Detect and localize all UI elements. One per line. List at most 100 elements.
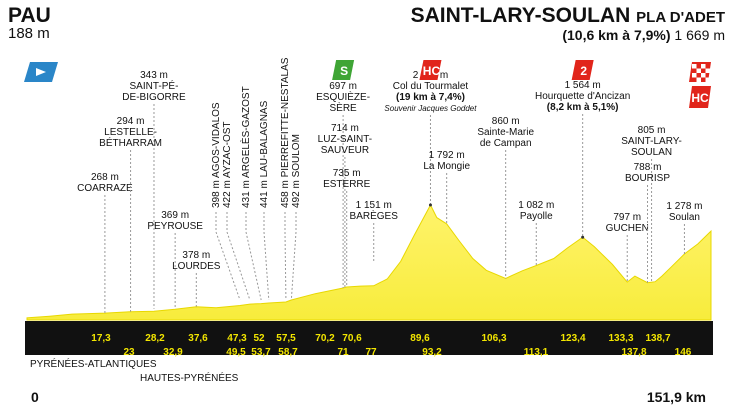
km-top-7: 70,6 xyxy=(342,333,362,344)
waypoint-name-sainte-marie-de-campan: Sainte-Marie xyxy=(477,127,534,138)
finish-detail: (10,6 km à 7,9%) 1 669 m xyxy=(562,27,725,43)
finish-flag-check-0-2 xyxy=(701,64,706,69)
waypoint-leader2-pierrefitte-nestalas xyxy=(284,231,287,301)
waypoint-name-saint-p-de-bigorre-1: DE-BIGORRE xyxy=(122,92,186,103)
km-bottom-8: 113,1 xyxy=(524,347,549,358)
waypoint-name-esterre: ESTERRE xyxy=(323,179,371,190)
waypoint-name-esqui-ze-s-re-1: SÈRE xyxy=(329,101,357,114)
waypoint-elev-sainte-marie-de-campan: 860 m xyxy=(492,116,520,127)
km-top-3: 47,3 xyxy=(227,333,247,344)
waypoint-label-argel-s-gazost: 431 m ARGELÈS-GAZOST xyxy=(239,86,252,208)
waypoint-elev-bourisp: 788 m xyxy=(634,162,662,173)
marker-climb-2-label: HC xyxy=(423,64,441,78)
finish-flag-check-2-0 xyxy=(692,73,697,78)
waypoint-name-lestelle-b-tharram: LESTELLE- xyxy=(104,127,157,138)
finish-header: SAINT-LARY-SOULAN PLA D'ADET xyxy=(411,4,725,28)
waypoint-name-lourdes: LOURDES xyxy=(172,261,221,272)
waypoint-name-hourquette-d-ancizan: Hourquette d'Ancizan xyxy=(535,91,630,102)
waypoint-elev-esterre: 735 m xyxy=(333,168,361,179)
waypoint-name-saint-p-de-bigorre: SAINT-PÉ- xyxy=(130,79,179,92)
department-1: PYRÉNÉES-ATLANTIQUES xyxy=(30,357,157,370)
km-bottom-6: 77 xyxy=(365,347,377,358)
waypoint-name-bourisp: BOURISP xyxy=(625,173,670,184)
marker-sprint-1 xyxy=(332,60,355,80)
km-top-2: 37,6 xyxy=(188,333,208,344)
km-top-0: 17,3 xyxy=(91,333,111,344)
km-top-12: 138,7 xyxy=(645,333,670,344)
waypoint-leader2-argel-s-gazost xyxy=(245,231,262,301)
waypoint-climb-col-du-tourmalet: (19 km à 7,4%) xyxy=(396,92,465,103)
finish-flag-check-2-2 xyxy=(701,73,706,78)
finish-name: SAINT-LARY-SOULAN xyxy=(410,4,631,27)
marker-climb-3-label: 2 xyxy=(580,64,587,78)
waypoint-name-peyrouse: PEYROUSE xyxy=(147,221,203,232)
km-bottom-10: 146 xyxy=(675,347,692,358)
marker-start-0-arrow xyxy=(36,68,46,76)
start-elevation: 188 m xyxy=(8,25,50,42)
waypoint-leader2-agos-vidalos xyxy=(215,231,241,301)
km-top-6: 70,2 xyxy=(315,333,335,344)
km-bottom-5: 71 xyxy=(337,347,349,358)
finish-flag-check-0-0 xyxy=(692,64,697,69)
waypoint-elev-soulan: 1 278 m xyxy=(666,201,702,212)
km-bottom-4: 58,7 xyxy=(278,347,298,358)
km-top-4: 52 xyxy=(253,333,265,344)
marker-finish-4-label: HC xyxy=(691,91,709,105)
waypoint-name-col-du-tourmalet: Col du Tourmalet xyxy=(393,81,469,92)
km-bottom-1: 32,9 xyxy=(163,347,183,358)
finish-elevation: 1 669 m xyxy=(674,27,725,43)
waypoint-dot-col-du-tourmalet xyxy=(428,203,432,207)
finish-climb: (10,6 km à 7,9%) xyxy=(562,27,671,43)
waypoint-elev-luz-saint-sauveur: 714 m xyxy=(331,123,359,134)
km-top-1: 28,2 xyxy=(145,333,165,344)
waypoint-elev-coarraze: 268 m xyxy=(91,172,119,183)
waypoint-note-col-du-tourmalet: Souvenir Jacques Goddet xyxy=(384,104,477,113)
waypoint-name-la-mongie: La Mongie xyxy=(423,161,470,172)
marker-climb-3 xyxy=(571,60,594,80)
km-bottom-3: 53,7 xyxy=(251,347,271,358)
km-top-10: 123,4 xyxy=(560,333,585,344)
waypoint-label-pierrefitte-nestalas: 458 m PIERREFITTE-NESTALAS xyxy=(280,57,291,208)
waypoint-name-soulan: Soulan xyxy=(669,212,700,223)
waypoint-elev-lestelle-b-tharram: 294 m xyxy=(117,116,145,127)
waypoint-label-ayzac-ost: 422 m AYZAC-OST xyxy=(222,121,233,208)
finish-flag-check-3-1 xyxy=(696,77,701,82)
finish-flag-check-1-3 xyxy=(705,68,710,73)
waypoint-elev-esqui-ze-s-re: 697 m xyxy=(329,81,357,92)
waypoint-leader2-lau-balagnas xyxy=(263,231,270,301)
waypoint-name-payolle: Payolle xyxy=(520,211,553,222)
waypoint-elev-peyrouse: 369 m xyxy=(161,210,189,221)
waypoint-elev-bar-ges: 1 151 m xyxy=(356,200,392,211)
waypoint-name-saint-lary-soulan-1: SOULAN xyxy=(631,147,672,158)
waypoint-name-luz-saint-sauveur: LUZ-SAINT- xyxy=(318,134,372,145)
distance-end: 151,9 km xyxy=(647,389,706,405)
waypoint-elev-saint-p-de-bigorre: 343 m xyxy=(140,70,168,81)
waypoint-name-coarraze: COARRAZE xyxy=(77,183,133,194)
waypoint-elev-lourdes: 378 m xyxy=(182,250,210,261)
distance-start: 0 xyxy=(31,389,39,405)
start-name: PAU xyxy=(8,4,51,27)
waypoint-label-agos-vidalos: 398 m AGOS-VIDALOS xyxy=(211,102,222,208)
km-top-5: 57,5 xyxy=(276,333,296,344)
finish-place: PLA D'ADET xyxy=(636,9,725,26)
km-bottom-9: 137,8 xyxy=(621,347,646,358)
km-bottom-2: 49,5 xyxy=(226,347,246,358)
finish-flag-check-3-3 xyxy=(705,77,710,82)
waypoint-elev-la-mongie: 1 792 m xyxy=(429,150,465,161)
marker-sprint-1-label: S xyxy=(340,64,348,78)
waypoint-name-guchen: GUCHEN xyxy=(606,223,649,234)
waypoint-climb-hourquette-d-ancizan: (8,2 km à 5,1%) xyxy=(547,102,619,113)
km-top-8: 89,6 xyxy=(410,333,430,344)
waypoint-name-sainte-marie-de-campan-1: de Campan xyxy=(480,138,532,149)
waypoint-elev-guchen: 797 m xyxy=(613,212,641,223)
marker-finish-4 xyxy=(689,86,711,108)
waypoint-leader2-soulom xyxy=(290,231,297,301)
waypoint-name-lestelle-b-tharram-1: BÉTHARRAM xyxy=(99,136,162,149)
department-2: HAUTES-PYRÉNÉES xyxy=(140,371,239,384)
km-bottom-7: 93,2 xyxy=(422,347,442,358)
marker-climb-2 xyxy=(419,60,442,80)
waypoint-name-esqui-ze-s-re: ESQUIÈZE- xyxy=(316,90,370,103)
km-band xyxy=(25,321,713,355)
